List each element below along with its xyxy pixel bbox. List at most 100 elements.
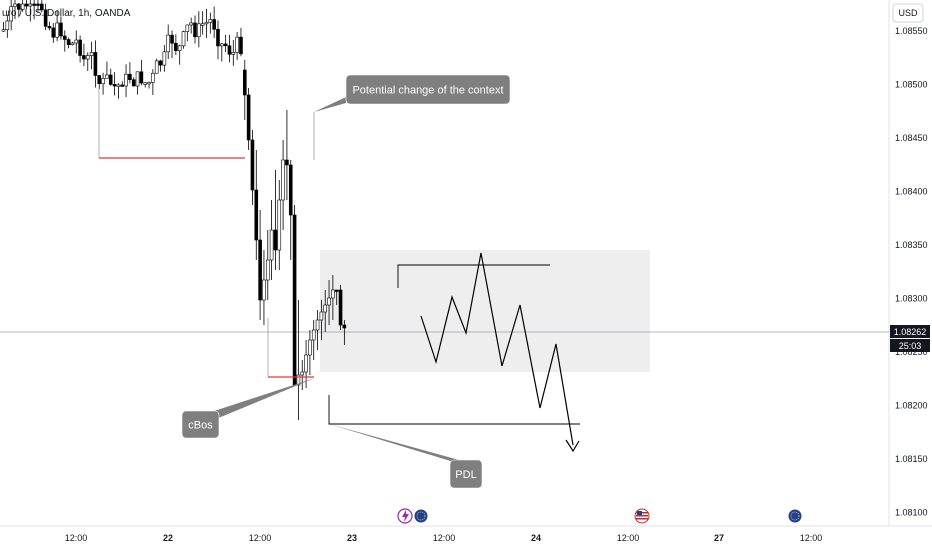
event-icon-eu-flag[interactable] — [413, 508, 429, 524]
candle-body — [55, 22, 59, 38]
time-tick-label: 12:00 — [249, 533, 272, 543]
candle-body — [154, 60, 159, 74]
range-high-line — [397, 264, 550, 288]
candle-body — [235, 36, 239, 53]
candle-body — [185, 24, 190, 32]
pdl-callout: PDL — [329, 424, 483, 489]
candle-body — [5, 20, 10, 30]
candle-body — [223, 43, 228, 47]
callout-box — [345, 74, 511, 105]
candle-body — [36, 3, 40, 6]
candle-body — [97, 75, 102, 84]
price-tick-label: 1.08550 — [895, 26, 928, 36]
candle-body — [162, 51, 167, 66]
candle-body — [265, 259, 270, 281]
currency-button[interactable]: USD — [892, 3, 924, 23]
candle-body — [82, 55, 86, 60]
candle-body — [327, 297, 331, 306]
bar-countdown: 25:03 — [899, 341, 922, 351]
candle-body — [135, 71, 140, 87]
candle-body — [288, 164, 293, 216]
candle-body — [308, 339, 312, 356]
callout-text: cBos — [188, 420, 213, 432]
callout-box — [449, 459, 483, 489]
callout-text: Potential change of the context — [352, 85, 503, 97]
price-tick-label: 1.08400 — [895, 187, 928, 197]
time-tick-label: 12:00 — [617, 533, 640, 543]
candle-body — [292, 214, 297, 386]
candle-body — [193, 22, 197, 38]
candle-body — [212, 19, 216, 30]
candle-body — [181, 31, 186, 47]
time-tick-label: 12:00 — [433, 533, 456, 543]
candle-body — [281, 159, 285, 201]
candle-body — [128, 73, 132, 81]
candle-body — [28, 3, 33, 7]
callout-pointer — [314, 97, 346, 112]
price-tick-label: 1.08200 — [895, 401, 928, 411]
candle-body — [323, 304, 328, 313]
candle-body — [105, 74, 109, 79]
candle-body — [258, 239, 262, 301]
candle-body — [1, 29, 6, 32]
candle-body — [204, 22, 209, 25]
candle-body — [311, 329, 316, 341]
candle-body — [189, 22, 193, 26]
candle-body — [158, 60, 163, 66]
candle-body — [70, 42, 75, 45]
price-tick-label: 1.08150 — [895, 454, 928, 464]
candle-body — [242, 69, 247, 96]
candle-body — [170, 34, 174, 44]
price-tick-label: 1.08450 — [895, 133, 928, 143]
candle-body — [17, 3, 21, 10]
time-tick-label: 24 — [531, 533, 541, 543]
candle-body — [338, 289, 343, 326]
candle-body — [85, 55, 90, 60]
callout-box — [181, 410, 220, 439]
candle-body — [166, 34, 170, 53]
candle-body — [285, 159, 289, 166]
candle-body — [227, 45, 232, 55]
candles-group — [1, 0, 347, 420]
candle-body — [200, 23, 205, 26]
candle-body — [24, 3, 29, 7]
candle-body — [74, 39, 79, 44]
price-axis-ticks: 1.08550 1.08500 1.08450 1.08400 1.08350 1.083… — [895, 26, 928, 518]
time-tick-label: 22 — [163, 533, 173, 543]
currency-label: USD — [898, 8, 918, 18]
candle-body — [139, 71, 144, 84]
event-icon-eu-flag-2[interactable] — [787, 508, 803, 524]
current-price-tag: 1.08262 25:03 — [890, 325, 930, 352]
candle-body — [334, 289, 339, 292]
candle-body — [342, 324, 347, 329]
time-tick-label: 12:00 — [65, 533, 88, 543]
callout-pointer — [329, 424, 467, 466]
candle-body — [59, 22, 63, 37]
candle-body — [120, 84, 125, 87]
price-tick-label: 1.08500 — [895, 80, 928, 90]
candle-body — [197, 23, 201, 38]
event-icon-us-flag[interactable] — [634, 508, 650, 524]
candle-body — [208, 19, 213, 23]
candle-body — [174, 42, 178, 51]
potential-change-callout: Potential change of the context — [314, 74, 511, 112]
event-icon-lightning[interactable] — [397, 508, 413, 524]
candle-body — [124, 73, 128, 87]
time-tick-label: 27 — [714, 533, 724, 543]
candle-body — [277, 199, 282, 251]
candle-body — [51, 27, 56, 38]
candle-body — [262, 279, 266, 301]
callout-text: PDL — [455, 469, 476, 481]
consolidation-zone — [320, 250, 650, 372]
candle-body — [20, 3, 25, 10]
candle-body — [43, 9, 48, 27]
candle-body — [300, 371, 305, 376]
candle-body — [9, 6, 13, 22]
candle-body — [13, 3, 17, 7]
candle-body — [93, 52, 98, 76]
price-tick-label: 1.08100 — [895, 508, 928, 518]
time-tick-label: 23 — [347, 533, 357, 543]
candle-body — [78, 39, 82, 56]
candle-body — [220, 43, 224, 47]
